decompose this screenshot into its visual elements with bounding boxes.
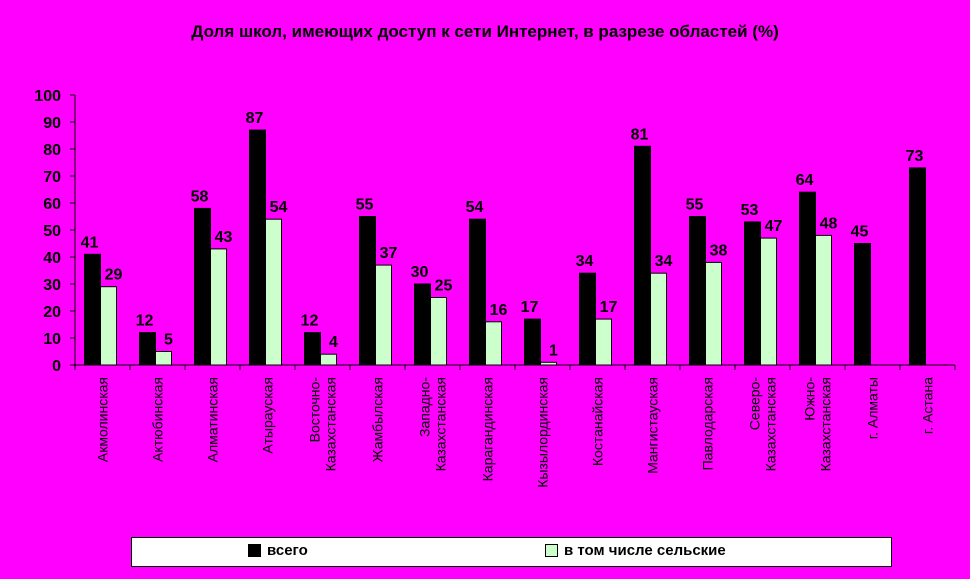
x-category-label: Жамбылская bbox=[370, 377, 386, 462]
x-category-label: г. Алматы bbox=[865, 377, 881, 439]
bar-rural bbox=[760, 237, 777, 366]
bar-all bbox=[634, 145, 651, 366]
x-category-label: Карагандинская bbox=[480, 377, 496, 481]
x-category-label: Актюбинская bbox=[150, 377, 166, 462]
legend: всего в том числе сельские bbox=[131, 537, 892, 567]
data-label-all: 34 bbox=[576, 253, 594, 270]
data-label-rural: 4 bbox=[329, 334, 338, 351]
x-category-label: Мангистауская bbox=[645, 377, 661, 474]
data-label-all: 53 bbox=[741, 202, 759, 219]
bar-all bbox=[689, 216, 706, 366]
x-category-label: Южно-Казахстанская bbox=[802, 377, 834, 472]
x-category-label: Северо-Казахстанская bbox=[747, 377, 779, 472]
data-label-all: 64 bbox=[796, 172, 814, 189]
data-label-rural: 29 bbox=[105, 267, 123, 284]
data-label-all: 30 bbox=[411, 264, 429, 281]
bar-rural bbox=[375, 264, 392, 366]
bar-all bbox=[579, 272, 596, 366]
legend-label-rural: в том числе сельские bbox=[564, 542, 726, 559]
data-label-all: 54 bbox=[466, 199, 484, 216]
data-label-rural: 5 bbox=[164, 332, 173, 349]
bar-all bbox=[304, 332, 321, 366]
data-label-rural: 48 bbox=[820, 215, 838, 232]
y-tick-label: 20 bbox=[43, 304, 61, 321]
bar-rural bbox=[485, 321, 502, 366]
y-tick-label: 40 bbox=[43, 250, 61, 267]
bar-rural bbox=[210, 248, 227, 366]
bar-all bbox=[799, 191, 816, 366]
data-label-all: 17 bbox=[521, 299, 539, 316]
legend-swatch-all bbox=[248, 544, 261, 557]
x-category-label: Павлодарская bbox=[700, 377, 716, 470]
legend-swatch-rural bbox=[545, 544, 558, 557]
bar-all bbox=[854, 243, 871, 366]
x-category-label: Атырауская bbox=[260, 377, 276, 454]
x-category-label: Акмолинская bbox=[95, 377, 111, 462]
x-category-label: г. Астана bbox=[920, 377, 936, 434]
bar-rural bbox=[540, 361, 557, 366]
legend-label-all: всего bbox=[267, 542, 308, 559]
bar-rural bbox=[650, 272, 667, 366]
data-label-rural: 47 bbox=[765, 218, 783, 235]
y-tick-label: 30 bbox=[43, 277, 61, 294]
bar-rural bbox=[265, 218, 282, 366]
data-label-all: 87 bbox=[246, 110, 264, 127]
legend-item-all: всего bbox=[248, 542, 308, 559]
data-label-all: 12 bbox=[136, 313, 154, 330]
data-label-rural: 16 bbox=[490, 302, 508, 319]
y-tick-label: 90 bbox=[43, 115, 61, 132]
x-category-label: Алматинская bbox=[205, 377, 221, 462]
data-label-rural: 37 bbox=[380, 245, 398, 262]
bar-rural bbox=[705, 261, 722, 366]
y-tick-label: 10 bbox=[43, 331, 61, 348]
bar-rural bbox=[430, 297, 447, 366]
data-label-rural: 38 bbox=[710, 242, 728, 259]
data-label-rural: 43 bbox=[215, 229, 233, 246]
data-label-rural: 34 bbox=[655, 253, 673, 270]
bar-all bbox=[359, 216, 376, 366]
data-label-rural: 1 bbox=[549, 342, 558, 359]
x-category-label: Костанайская bbox=[590, 377, 606, 466]
bar-rural bbox=[595, 318, 612, 366]
legend-item-rural: в том числе сельские bbox=[545, 542, 726, 559]
data-label-all: 73 bbox=[906, 148, 924, 165]
bar-all bbox=[744, 221, 761, 366]
data-label-all: 58 bbox=[191, 188, 209, 205]
y-tick-label: 0 bbox=[52, 358, 61, 375]
y-tick-label: 70 bbox=[43, 169, 61, 186]
bar-rural bbox=[815, 234, 832, 366]
bar-all bbox=[414, 283, 431, 366]
bar-all bbox=[909, 167, 926, 366]
chart-title: Доля школ, имеющих доступ к сети Интерне… bbox=[191, 22, 779, 41]
x-category-label: Восточно-Казахстанская bbox=[307, 377, 339, 472]
y-tick-label: 80 bbox=[43, 142, 61, 159]
data-label-all: 45 bbox=[851, 224, 869, 241]
data-label-all: 55 bbox=[356, 197, 374, 214]
y-tick-label: 50 bbox=[43, 223, 61, 240]
x-category-label: Кызылординская bbox=[535, 377, 551, 488]
data-label-all: 41 bbox=[81, 234, 99, 251]
y-tick-label: 100 bbox=[34, 88, 61, 105]
bar-rural bbox=[155, 351, 172, 366]
bar-all bbox=[524, 318, 541, 366]
data-label-all: 81 bbox=[631, 126, 649, 143]
bar-rural bbox=[320, 353, 337, 366]
data-label-all: 12 bbox=[301, 313, 319, 330]
data-label-rural: 17 bbox=[600, 299, 618, 316]
x-category-label: Западно-Казахстанская bbox=[417, 377, 449, 472]
data-label-all: 55 bbox=[686, 197, 704, 214]
data-label-rural: 25 bbox=[435, 278, 453, 295]
bar-rural bbox=[100, 286, 117, 366]
y-tick-label: 60 bbox=[43, 196, 61, 213]
bar-all bbox=[469, 218, 486, 366]
bar-all bbox=[139, 332, 156, 366]
bar-all bbox=[249, 129, 266, 366]
data-label-rural: 54 bbox=[270, 199, 288, 216]
bar-all bbox=[84, 253, 101, 366]
bar-all bbox=[194, 207, 211, 366]
